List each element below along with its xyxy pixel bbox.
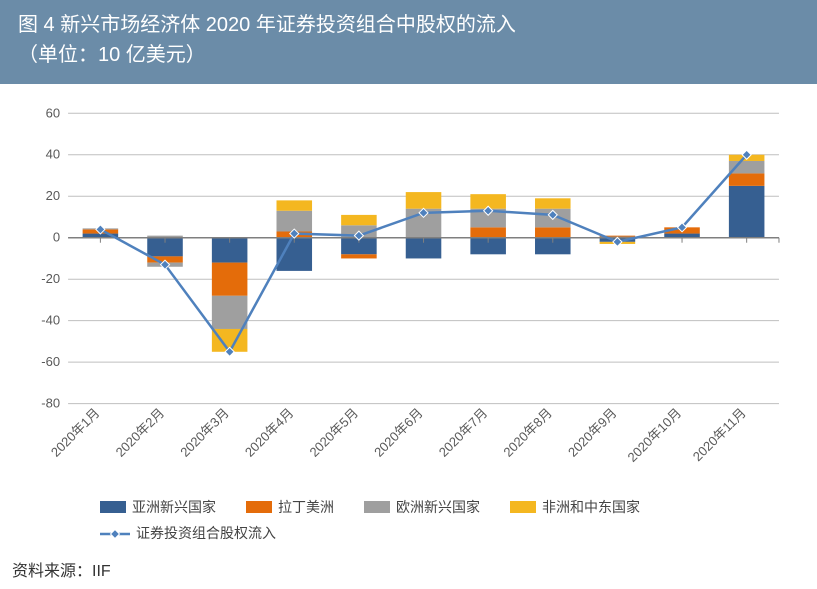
legend-item: 拉丁美洲 <box>246 497 334 517</box>
legend-item: 亚洲新兴国家 <box>100 497 216 517</box>
legend-item: 证券投资组合股权流入 <box>100 523 276 543</box>
svg-text:0: 0 <box>53 230 60 245</box>
svg-text:2020年6月: 2020年6月 <box>371 405 426 460</box>
legend-item: 非洲和中东国家 <box>510 497 640 517</box>
svg-text:2020年10月: 2020年10月 <box>624 405 684 465</box>
svg-text:2020年4月: 2020年4月 <box>242 405 297 460</box>
legend-swatch <box>364 501 390 513</box>
legend-label: 拉丁美洲 <box>278 497 334 517</box>
svg-text:2020年8月: 2020年8月 <box>500 405 555 460</box>
svg-text:-20: -20 <box>41 271 60 286</box>
svg-text:2020年7月: 2020年7月 <box>436 405 491 460</box>
svg-text:-40: -40 <box>41 313 60 328</box>
legend-label: 证券投资组合股权流入 <box>136 523 276 543</box>
svg-text:2020年1月: 2020年1月 <box>48 405 103 460</box>
svg-text:2020年3月: 2020年3月 <box>177 405 232 460</box>
svg-text:2020年11月: 2020年11月 <box>690 405 749 464</box>
svg-text:2020年9月: 2020年9月 <box>565 405 620 460</box>
svg-text:2020年5月: 2020年5月 <box>306 405 361 460</box>
svg-text:2020年2月: 2020年2月 <box>113 405 168 460</box>
chart-source: 资料来源：IIF <box>0 553 817 589</box>
svg-text:-80: -80 <box>41 396 60 411</box>
legend-swatch <box>246 501 272 513</box>
legend-label: 亚洲新兴国家 <box>132 497 216 517</box>
legend-swatch <box>510 501 536 513</box>
chart-plot-area: -80 -60 -40 -20 0 20 40 60 2020年1月2020年2月2020年3月… <box>0 84 817 493</box>
chart-title-line2: （单位：10 亿美元） <box>18 40 799 70</box>
chart-title-bar: 图 4 新兴市场经济体 2020 年证券投资组合中股权的流入 （单位：10 亿美… <box>0 0 817 84</box>
legend-item: 欧洲新兴国家 <box>364 497 480 517</box>
svg-text:60: 60 <box>46 105 60 120</box>
legend-swatch <box>100 501 126 513</box>
legend-label: 非洲和中东国家 <box>542 497 640 517</box>
svg-text:-60: -60 <box>41 354 60 369</box>
legend-label: 欧洲新兴国家 <box>396 497 480 517</box>
chart-legend: 亚洲新兴国家 拉丁美洲 欧洲新兴国家 非洲和中东国家证券投资组合股权流入 <box>0 493 817 553</box>
chart-svg: -80 -60 -40 -20 0 20 40 60 2020年1月2020年2月2020年3月… <box>8 96 799 491</box>
svg-text:40: 40 <box>46 147 60 162</box>
svg-text:20: 20 <box>46 188 60 203</box>
legend-line-swatch <box>100 527 130 539</box>
chart-title-line1: 图 4 新兴市场经济体 2020 年证券投资组合中股权的流入 <box>18 10 799 40</box>
